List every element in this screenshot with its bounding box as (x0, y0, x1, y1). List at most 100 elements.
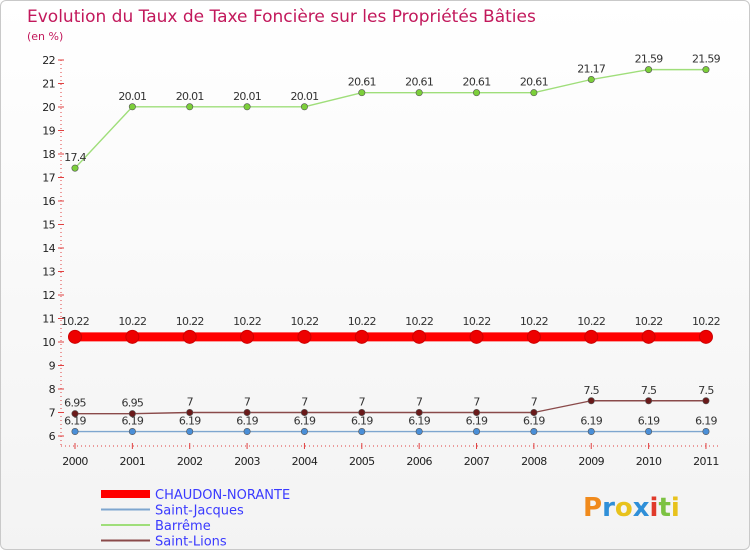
data-label: 20.61 (520, 76, 548, 89)
data-point (71, 410, 79, 418)
data-point (473, 428, 481, 436)
data-point (71, 428, 79, 436)
data-label: 6.19 (580, 415, 602, 428)
axes: 6 7 8 9 10 11 12 13 14 15 16 17 18 19 20 21 22 2000 2001 20… (42, 54, 719, 468)
x-tick-label: 2010 (636, 455, 662, 468)
data-label: 21.17 (577, 63, 606, 76)
data-point (358, 428, 366, 436)
x-tick-label: 2008 (521, 455, 547, 468)
data-label: 10.22 (577, 315, 605, 328)
logo-letter: P (583, 493, 602, 523)
data-label: 10.22 (463, 315, 491, 328)
x-tick-label: 2011 (693, 455, 719, 468)
series-barr-me (71, 66, 710, 172)
y-tick-label: 19 (42, 125, 55, 138)
x-tick-label: 2001 (120, 455, 146, 468)
data-label: 10.22 (405, 315, 433, 328)
y-tick-label: 16 (42, 195, 55, 208)
data-label: 7.5 (584, 384, 600, 397)
data-point (300, 408, 308, 416)
y-tick-label: 22 (42, 54, 55, 67)
proxiti-logo-text: Proxiti (583, 493, 680, 523)
data-label: 10.22 (290, 315, 318, 328)
data-label: 6.19 (408, 415, 430, 428)
data-point (243, 408, 251, 416)
data-label: 10.22 (520, 315, 548, 328)
data-label: 7 (187, 396, 194, 409)
x-tick-label: 2004 (292, 455, 318, 468)
data-point (415, 428, 423, 436)
series-layer (68, 66, 713, 436)
data-point (297, 329, 312, 344)
logo-letter: o (615, 493, 633, 523)
legend-label: CHAUDON-NORANTE (155, 488, 290, 503)
data-label: 6.19 (523, 415, 545, 428)
y-tick-label: 11 (42, 313, 55, 326)
series-saint-lions (71, 397, 710, 418)
data-label: 6.19 (351, 415, 373, 428)
data-point (645, 397, 653, 405)
logo-letter: i (671, 493, 680, 523)
data-label: 6.95 (122, 397, 144, 410)
data-point (702, 428, 710, 436)
series-saint-jacques (71, 428, 710, 436)
data-label: 6.19 (294, 415, 316, 428)
data-point (415, 408, 423, 416)
x-tick-label: 2002 (177, 455, 203, 468)
data-label: 7.5 (698, 384, 714, 397)
x-tick-label: 2009 (578, 455, 604, 468)
data-label: 6.19 (466, 415, 488, 428)
data-label: 20.01 (290, 90, 318, 103)
data-point (530, 408, 538, 416)
data-label: 21.59 (635, 53, 664, 66)
data-label: 20.61 (463, 76, 491, 89)
data-point (186, 428, 194, 436)
data-label: 10.22 (233, 315, 261, 328)
data-point (473, 408, 481, 416)
data-point (125, 329, 140, 344)
series-line (75, 400, 706, 415)
series-chaudon-norante (68, 329, 713, 344)
y-tick-label: 8 (49, 383, 56, 396)
x-tick-label: 2003 (234, 455, 260, 468)
data-point (128, 410, 136, 418)
data-point (530, 89, 538, 97)
logo-letter: i (650, 493, 659, 523)
data-point (698, 329, 713, 344)
data-point (243, 428, 251, 436)
data-point (645, 66, 653, 74)
series-line (74, 68, 706, 169)
x-tick-label: 2005 (349, 455, 375, 468)
y-tick-label: 13 (42, 266, 55, 279)
data-point (702, 397, 710, 405)
y-tick-label: 12 (42, 289, 55, 302)
data-label: 10.22 (635, 315, 663, 328)
data-label: 7 (416, 396, 423, 409)
x-tick-label: 2007 (464, 455, 490, 468)
data-label: 10.22 (692, 315, 720, 328)
logo-letter: x (633, 493, 650, 523)
data-label: 17.4 (64, 151, 86, 164)
data-point (186, 103, 194, 111)
data-point (240, 329, 255, 344)
data-point (412, 329, 427, 344)
data-label: 20.01 (118, 90, 146, 103)
data-point (645, 428, 653, 436)
data-point (526, 329, 541, 344)
data-label: 10.22 (61, 315, 89, 328)
data-label: 7 (359, 396, 366, 409)
data-label: 6.19 (638, 415, 660, 428)
data-point (68, 329, 82, 344)
legend-label: Barrême (155, 519, 211, 534)
data-label: 10.22 (348, 315, 376, 328)
data-label: 10.22 (118, 315, 146, 328)
proxiti-logo: Proxiti (583, 493, 680, 523)
data-label: 20.01 (176, 90, 204, 103)
data-point (587, 397, 595, 405)
data-label: 10.22 (176, 315, 204, 328)
data-point (300, 103, 308, 111)
logo-letter: t (658, 493, 670, 523)
x-tick-label: 2000 (62, 455, 88, 468)
